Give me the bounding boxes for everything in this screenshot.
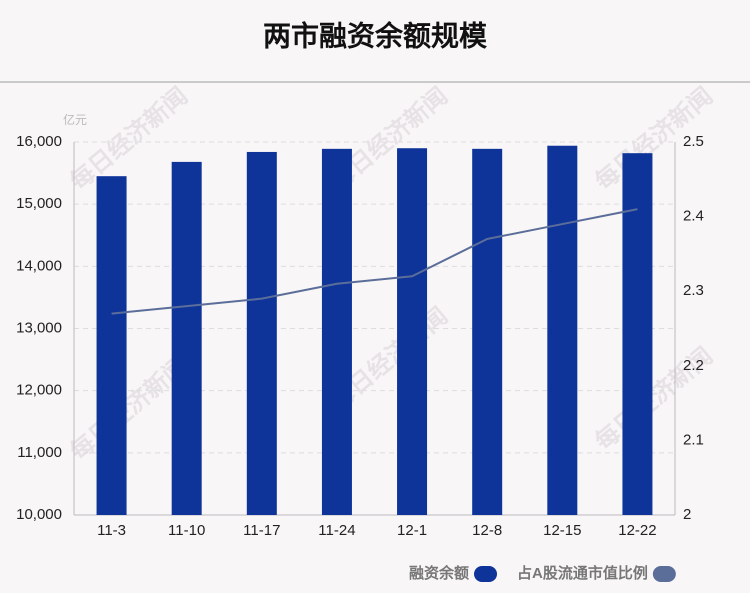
x-tick-label: 12-8	[472, 522, 502, 539]
unit-label: 亿元	[63, 112, 87, 127]
y2-tick-label: 2	[683, 506, 691, 523]
bar	[246, 151, 277, 516]
bar	[547, 145, 578, 516]
bar	[472, 148, 503, 516]
y-tick-label: 14,000	[16, 257, 62, 274]
x-tick-label: 11-17	[243, 522, 280, 539]
y-tick-label: 11,000	[17, 444, 62, 461]
legend-swatch	[652, 566, 676, 582]
y-tick-label: 15,000	[16, 195, 62, 212]
x-tick-label: 12-22	[618, 522, 656, 539]
chart-title: 两市融资余额规模	[263, 19, 488, 51]
legend-label: 融资余额	[409, 564, 469, 582]
y-tick-label: 13,000	[16, 319, 62, 336]
x-tick-label: 11-24	[318, 522, 355, 539]
legend-label: 占A股流通市值比例	[517, 564, 648, 582]
legend-swatch	[474, 566, 498, 582]
y2-tick-label: 2.3	[683, 282, 704, 299]
y2-tick-label: 2.5	[683, 133, 704, 150]
y-tick-label: 16,000	[16, 133, 62, 150]
y2-tick-label: 2.1	[683, 431, 704, 448]
bar	[622, 153, 653, 515]
x-tick-label: 11-3	[97, 522, 126, 539]
y-tick-label: 10,000	[16, 506, 62, 523]
bar	[397, 148, 428, 515]
y2-tick-label: 2.2	[683, 357, 704, 374]
y-tick-label: 12,000	[16, 382, 62, 399]
x-tick-label: 12-1	[397, 522, 427, 539]
bar	[171, 161, 202, 516]
x-tick-label: 11-10	[168, 522, 205, 539]
line	[111, 208, 638, 315]
y2-tick-label: 2.4	[683, 208, 704, 225]
x-tick-label: 12-15	[543, 522, 581, 539]
bar	[321, 148, 352, 516]
bar	[96, 176, 127, 516]
